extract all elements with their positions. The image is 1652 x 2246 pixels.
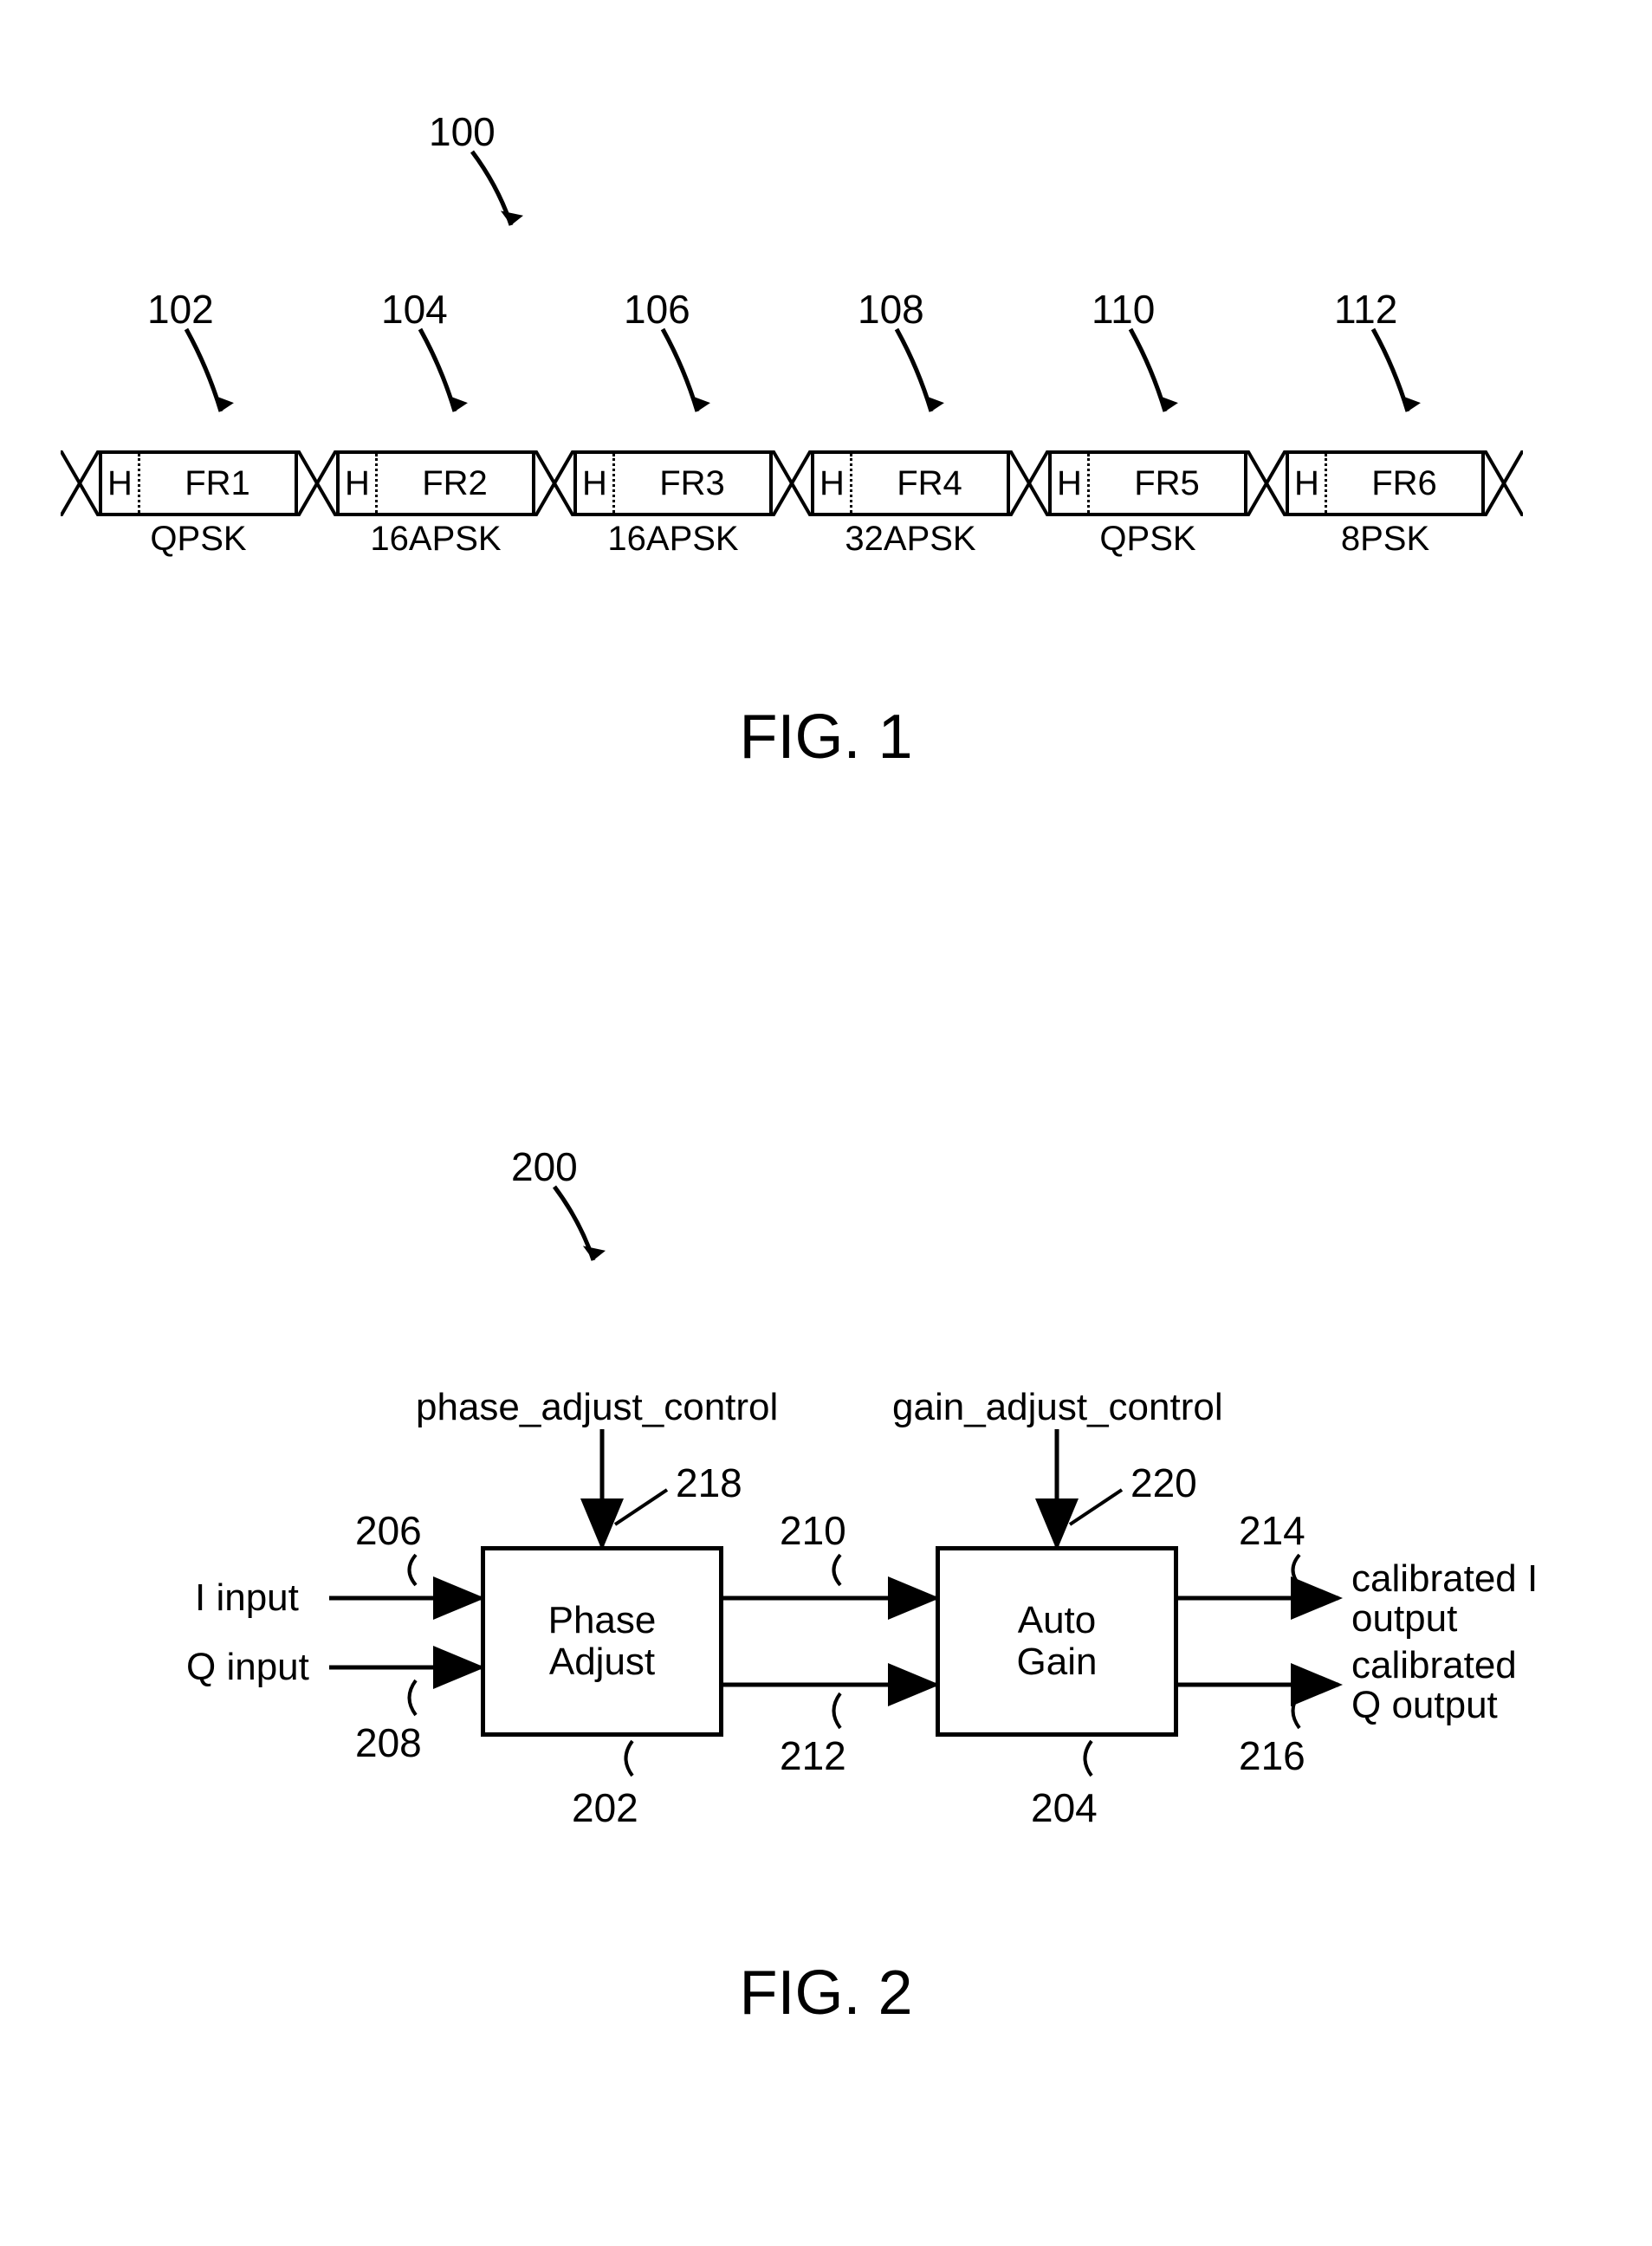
fig2-ref-label: 204	[1031, 1784, 1098, 1831]
fig2-overlay	[0, 0, 1652, 2246]
fig2-ref-label: 202	[572, 1784, 638, 1831]
fig2-ref-label: 206	[355, 1507, 422, 1554]
fig2-ref-label: 212	[780, 1732, 846, 1779]
fig2-ref-label: 216	[1239, 1732, 1305, 1779]
fig2-ref-label: 208	[355, 1719, 422, 1766]
page: 100 102 104 106 108 110 112 HFR1QPSK	[0, 0, 1652, 2246]
fig2-ref-label: 210	[780, 1507, 846, 1554]
fig2-ref-label: 218	[676, 1460, 742, 1506]
fig2-ref-label: 214	[1239, 1507, 1305, 1554]
fig2-ref-label: 220	[1130, 1460, 1197, 1506]
fig2-caption: FIG. 2	[739, 1958, 912, 2029]
